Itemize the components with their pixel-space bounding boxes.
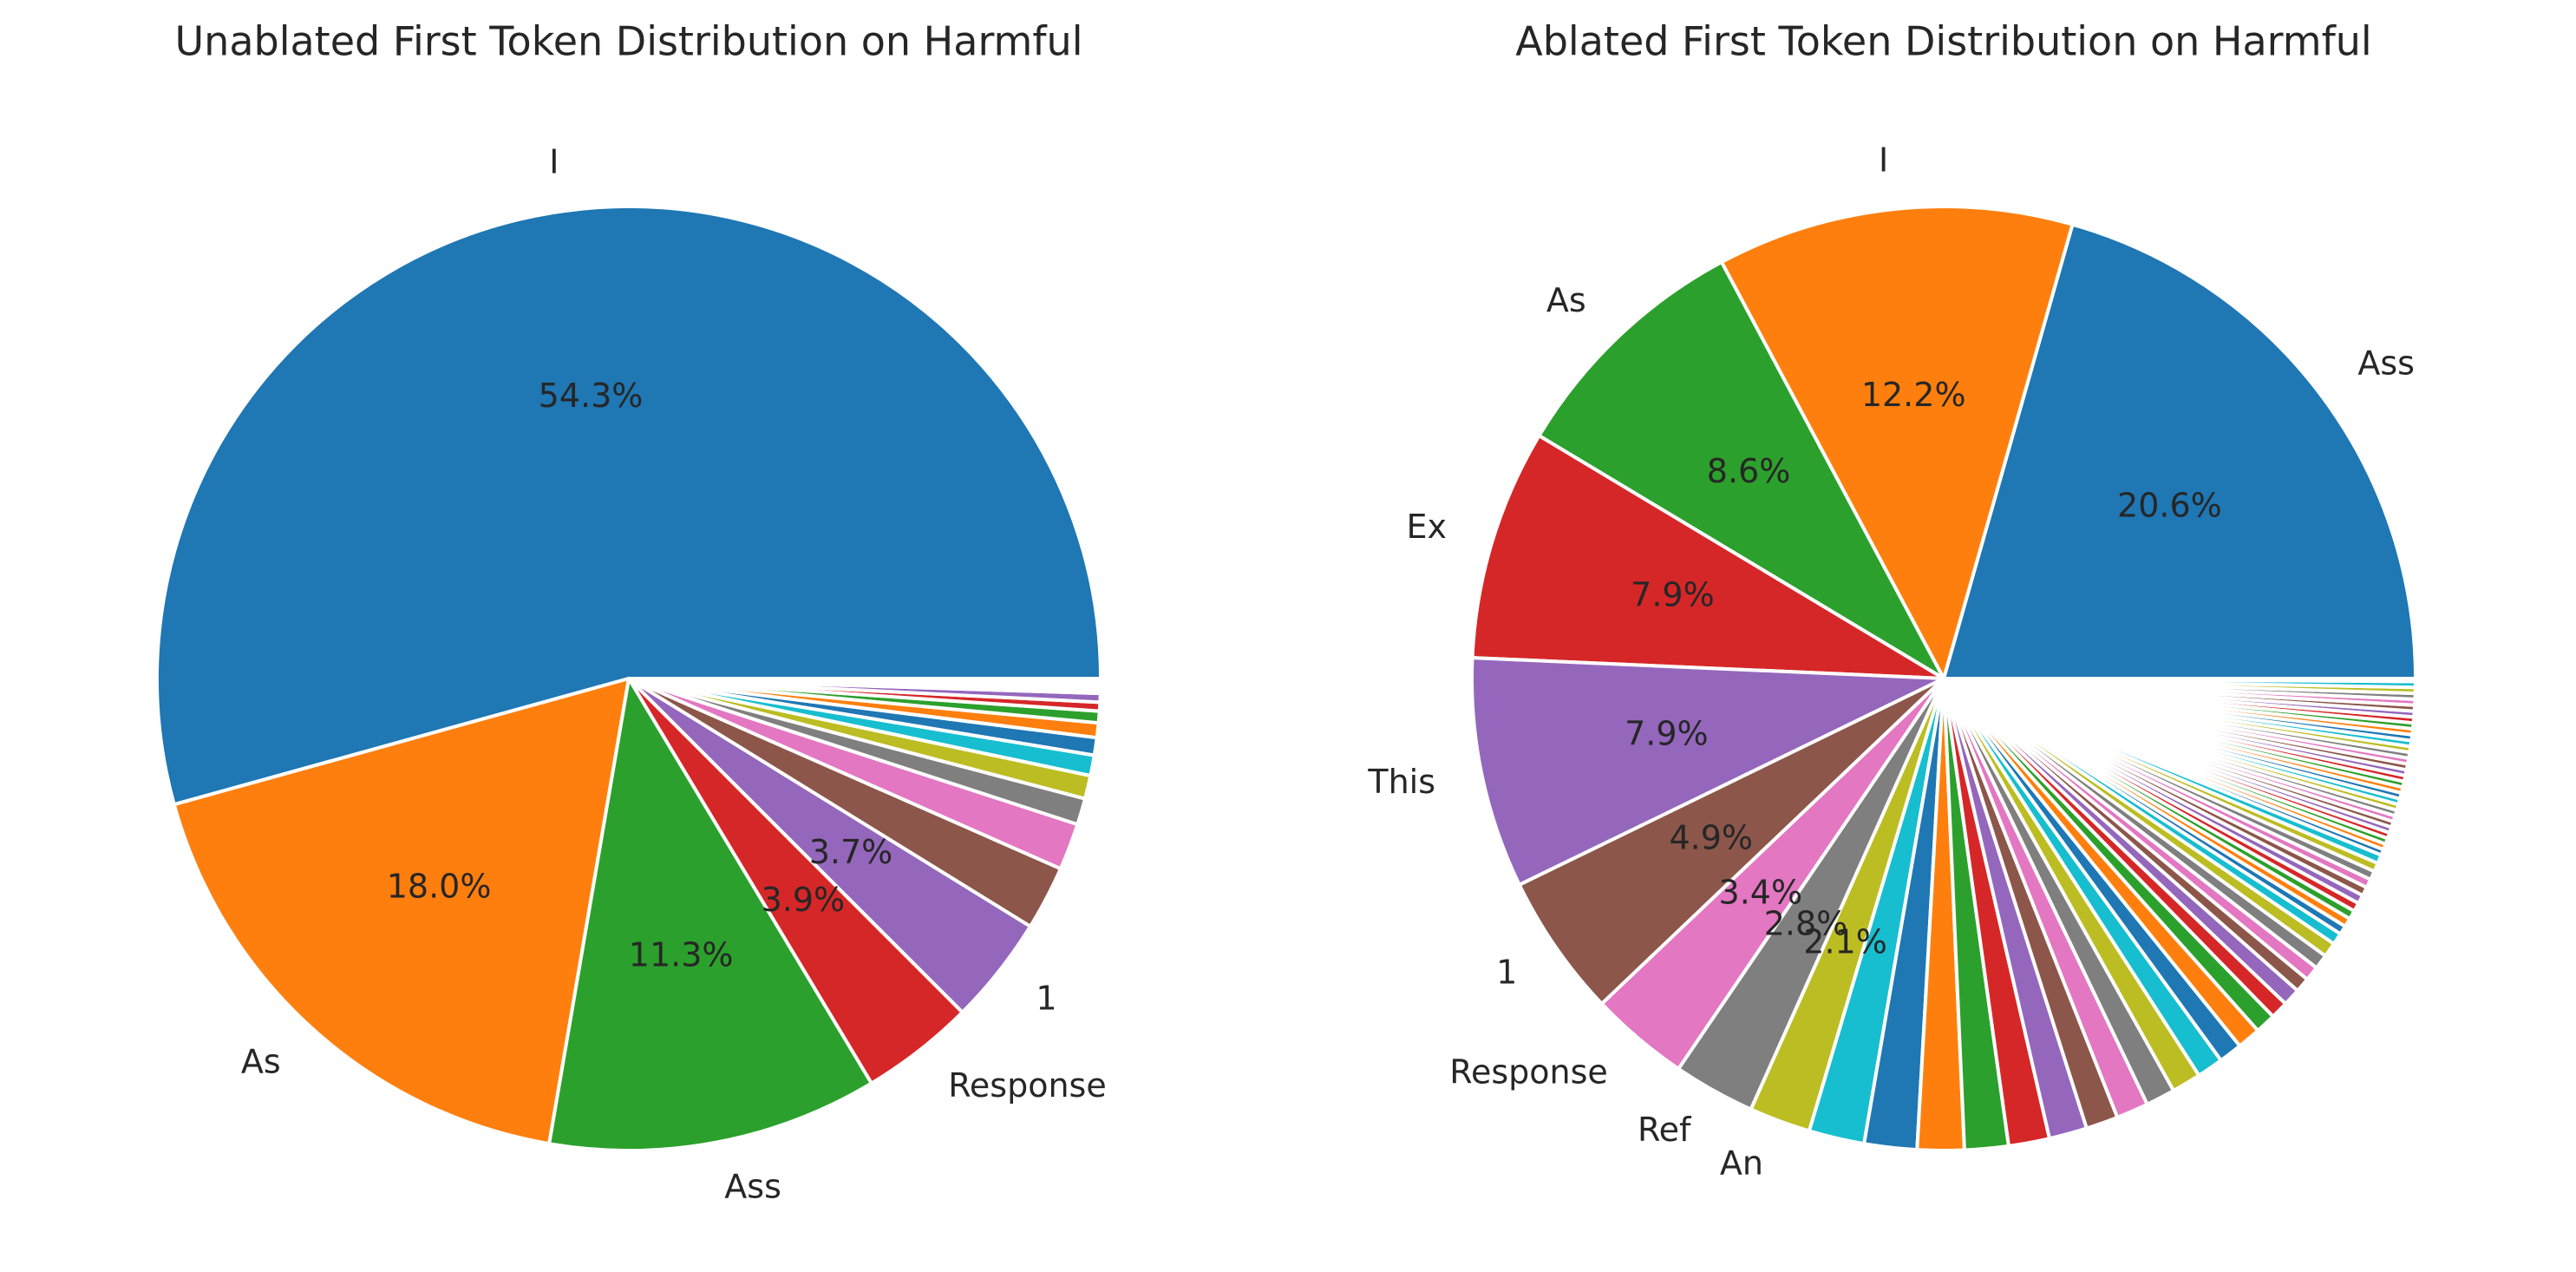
value-label: 18.0% (387, 868, 492, 906)
value-label: 3.9% (762, 881, 846, 919)
pie-wedge (1942, 677, 2418, 684)
slice-label: As (241, 1042, 281, 1080)
pie-wedge (1719, 205, 2075, 680)
slice-label: Ass (724, 1168, 781, 1206)
value-label: 2.1% (1803, 923, 1887, 961)
slice-label: Response (948, 1066, 1107, 1105)
chart-title: Ablated First Token Distribution on Harm… (1515, 18, 2371, 65)
pie-wedge (627, 677, 1103, 684)
slice-label: Ex (1406, 508, 1447, 546)
value-label: 8.6% (1707, 452, 1791, 490)
value-label: 7.9% (1625, 715, 1709, 753)
pie-wedge (547, 677, 873, 1152)
value-label: 2.8% (1764, 905, 1848, 943)
slice-label: Ass (2357, 344, 2415, 383)
pie-wedge (172, 677, 631, 1146)
value-label: 7.9% (1631, 575, 1715, 613)
pie-wedge (1470, 434, 1945, 680)
slice-label: I (1879, 141, 1888, 180)
chart-title: Unablated First Token Distribution on Ha… (175, 18, 1083, 65)
value-label: 12.2% (1861, 376, 1966, 414)
value-label: 11.3% (629, 935, 734, 974)
slice-label: Response (1449, 1053, 1608, 1092)
value-label: 3.7% (809, 833, 893, 871)
slice-label: 1 (1036, 980, 1056, 1018)
value-label: 20.6% (2117, 487, 2222, 525)
pie-wedge (155, 205, 1102, 807)
value-label: 3.4% (1719, 873, 1803, 911)
slice-label: 1 (1496, 954, 1517, 992)
pie-wedge (1942, 222, 2417, 680)
pie-wedge (1517, 677, 1945, 1006)
slice-label: As (1546, 281, 1586, 319)
slice-label: An (1720, 1144, 1763, 1183)
slice-label: Ref (1638, 1111, 1692, 1149)
value-label: 4.9% (1670, 819, 1754, 857)
pie-wedge (1470, 656, 1945, 887)
value-label: 54.3% (539, 377, 644, 415)
slice-label: I (549, 143, 559, 181)
pie-wedge (1537, 260, 1945, 680)
slice-label: This (1367, 763, 1435, 801)
